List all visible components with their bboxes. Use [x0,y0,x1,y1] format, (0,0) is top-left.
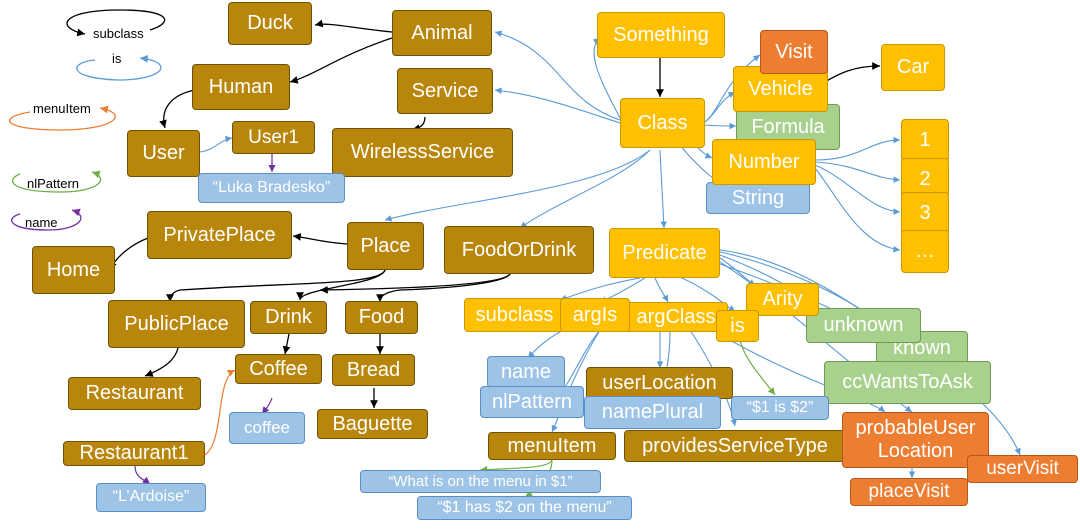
node-place[interactable]: Place [347,222,424,270]
node-unknown[interactable]: unknown [806,308,921,343]
node-coffee[interactable]: Coffee [235,354,322,384]
node-home[interactable]: Home [32,246,115,294]
node-user1-name[interactable]: “Luka Bradesko” [198,173,345,203]
node-drink[interactable]: Drink [250,301,327,334]
node-car[interactable]: Car [881,44,945,91]
legend-subclass-arrow [66,9,166,37]
node-probableuserlocation[interactable]: probableUser Location [842,412,989,468]
legend-name-arrow [11,208,82,231]
node-restaurant1[interactable]: Restaurant1 [63,441,205,466]
node-user1[interactable]: User1 [232,121,315,154]
node-publicplace[interactable]: PublicPlace [108,300,245,348]
legend-subclass-label: subclass [93,26,144,41]
node-animal[interactable]: Animal [392,10,492,56]
node-number-ellipsis[interactable]: … [901,230,949,273]
node-menu-pattern-2[interactable]: “$1 has $2 on the menu” [417,496,632,520]
legend-is-label: is [112,51,122,66]
node-subclass[interactable]: subclass [464,298,565,332]
node-menuitem[interactable]: menuItem [488,432,616,460]
legend-is-arrow [76,55,162,81]
node-something[interactable]: Something [597,12,725,58]
legend-nlpattern-arrow [11,170,102,193]
node-restaurant1-name[interactable]: “L’Ardoise” [96,483,206,512]
legend-name-label: name [25,215,58,230]
node-restaurant[interactable]: Restaurant [68,377,201,410]
node-is-pattern[interactable]: “$1 is $2” [731,396,829,420]
node-nameplural[interactable]: namePlural [584,396,721,429]
node-placevisit[interactable]: placeVisit [850,478,968,506]
legend-menuitem-label: menuItem [33,101,91,116]
node-visit[interactable]: Visit [760,30,828,74]
node-wirelessservice[interactable]: WirelessService [332,128,513,177]
node-is[interactable]: is [716,310,759,342]
node-userlocation[interactable]: userLocation [586,367,733,399]
node-number-1[interactable]: 1 [901,119,949,162]
menuitem-edges [204,369,236,456]
node-baguette[interactable]: Baguette [317,409,428,439]
node-string[interactable]: String [706,182,810,214]
node-foodordrink[interactable]: FoodOrDrink [444,226,594,274]
node-argis[interactable]: argIs [560,298,630,332]
node-coffee-name[interactable]: coffee [229,412,305,444]
node-user[interactable]: User [127,130,200,177]
node-food[interactable]: Food [345,301,418,334]
node-nlpattern[interactable]: nlPattern [480,386,584,418]
node-predicate[interactable]: Predicate [609,228,720,278]
node-uservisit[interactable]: userVisit [967,455,1078,483]
node-providesservicetype[interactable]: providesServiceType [624,430,846,462]
node-human[interactable]: Human [192,64,290,110]
legend-arrows [9,9,166,231]
node-class[interactable]: Class [620,98,705,148]
node-argclass[interactable]: argClass [624,302,728,332]
node-service[interactable]: Service [397,68,493,114]
node-name[interactable]: name [487,356,565,388]
node-duck[interactable]: Duck [228,2,312,45]
node-bread[interactable]: Bread [332,354,415,386]
subclass-edges [109,19,881,408]
node-ccwantstoask[interactable]: ccWantsToAsk [824,361,991,404]
node-arity[interactable]: Arity [746,283,819,316]
legend-nlpattern-label: nlPattern [27,176,80,191]
node-number-3[interactable]: 3 [901,192,949,235]
node-privateplace[interactable]: PrivatePlace [147,211,292,259]
node-menu-pattern-1[interactable]: “What is on the menu in $1” [360,470,601,493]
node-number[interactable]: Number [712,139,816,185]
legend-menuitem-arrow [9,105,116,131]
